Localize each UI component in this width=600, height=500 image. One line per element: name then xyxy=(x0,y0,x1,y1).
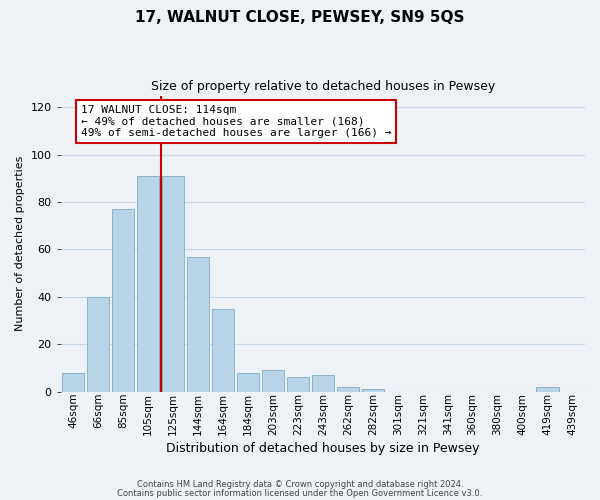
Y-axis label: Number of detached properties: Number of detached properties xyxy=(15,156,25,331)
Bar xyxy=(311,375,334,392)
Bar xyxy=(162,176,184,392)
Bar xyxy=(212,308,234,392)
Bar xyxy=(237,372,259,392)
Bar xyxy=(262,370,284,392)
Bar xyxy=(536,387,559,392)
Bar xyxy=(112,209,134,392)
Bar xyxy=(187,256,209,392)
Text: Contains public sector information licensed under the Open Government Licence v3: Contains public sector information licen… xyxy=(118,489,482,498)
X-axis label: Distribution of detached houses by size in Pewsey: Distribution of detached houses by size … xyxy=(166,442,479,455)
Text: 17 WALNUT CLOSE: 114sqm
← 49% of detached houses are smaller (168)
49% of semi-d: 17 WALNUT CLOSE: 114sqm ← 49% of detache… xyxy=(80,105,391,138)
Bar xyxy=(87,297,109,392)
Title: Size of property relative to detached houses in Pewsey: Size of property relative to detached ho… xyxy=(151,80,495,93)
Bar xyxy=(337,387,359,392)
Text: Contains HM Land Registry data © Crown copyright and database right 2024.: Contains HM Land Registry data © Crown c… xyxy=(137,480,463,489)
Bar xyxy=(287,378,309,392)
Text: 17, WALNUT CLOSE, PEWSEY, SN9 5QS: 17, WALNUT CLOSE, PEWSEY, SN9 5QS xyxy=(135,10,465,25)
Bar xyxy=(137,176,160,392)
Bar xyxy=(62,372,85,392)
Bar xyxy=(362,389,384,392)
